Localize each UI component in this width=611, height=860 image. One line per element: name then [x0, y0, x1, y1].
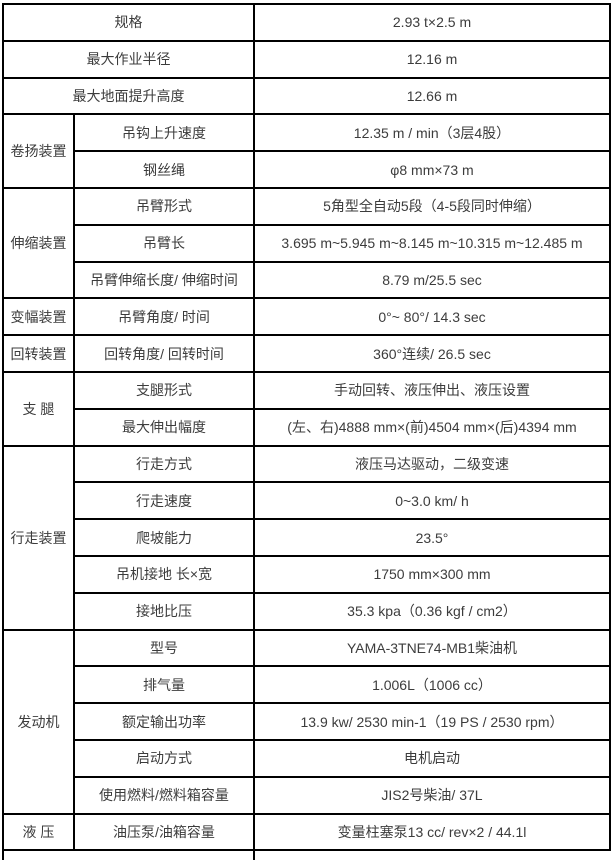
table-row: 规格 2.93 t×2.5 m: [2, 3, 611, 42]
spec-label-cell: 爬坡能力: [73, 518, 255, 557]
spec-value-cell: 23.5°: [253, 518, 611, 557]
table-row: 卷扬装置 吊钩上升速度 12.35 m / min（3层4股）: [2, 113, 611, 189]
table-row: 最大作业半径 12.16 m: [2, 39, 611, 79]
clipped-partial-cell: [253, 849, 610, 860]
spec-label-cell: 最大伸出幅度: [73, 407, 255, 447]
table-row: 行走速度 0~3.0 km/ h: [3, 481, 611, 521]
spec-label-cell: 最大地面提升高度: [2, 76, 255, 116]
spec-value-cell: 12.66 m: [253, 76, 611, 116]
spec-value-cell: 液压马达驱动，二级变速: [253, 444, 611, 484]
table-row: 支 腿支腿形式 手动回转、液压伸出、液压设置: [2, 370, 611, 447]
table-row: 钢丝绳 φ8 mm×73 m: [3, 150, 611, 189]
spec-value-cell: 2.93 t×2.5 m: [253, 3, 611, 42]
spec-category-cell: 变幅装置: [2, 297, 75, 337]
spec-label-cell: 额定输出功率: [73, 702, 255, 741]
spec-label-cell: 吊臂伸缩长度/ 伸缩时间: [73, 260, 255, 300]
table-row: 吊臂伸缩长度/ 伸缩时间 8.79 m/25.5 sec: [3, 260, 611, 300]
table-row: 发动机 型号 YAMA-3TNE74-MB1柴油机: [2, 628, 611, 815]
spec-category-cell: 液 压: [2, 812, 75, 852]
table-row: 液 压油压泵/油箱容量 变量柱塞泵13 cc/ rev×2 / 44.1l: [2, 812, 611, 852]
table-row: 吊臂长 3.695 m~5.945 m~8.145 m~10.315 m~12.4…: [3, 223, 611, 263]
table-row: 爬坡能力 23.5°: [3, 518, 611, 557]
spec-label-cell: 支腿形式: [73, 370, 255, 410]
clipped-partial-cell: [2, 849, 255, 860]
spec-value-cell: 1750 mm×300 mm: [253, 554, 611, 594]
table-row: 回转装置 回转角度/ 回转时间 360°连续/ 26.5 sec: [2, 334, 611, 373]
spec-value-cell: 12.16 m: [253, 39, 611, 79]
spec-value-cell: 1.006L（1006 cc）: [253, 665, 611, 705]
spec-value-cell: 5角型全自动5段（4-5段同时伸缩）: [253, 186, 611, 226]
spec-category-cell: 伸缩装置: [2, 186, 75, 300]
spec-table-body: 规格 2.93 t×2.5 m 最大作业半径 12.16 m 最大地面提升高度 12.66…: [2, 3, 611, 860]
spec-value-cell: 手动回转、液压伸出、液压设置: [253, 370, 611, 410]
spec-value-cell: 35.3 kpa（0.36 kgf / cm2）: [253, 591, 611, 631]
spec-value-cell: 3.695 m~5.945 m~8.145 m~10.315 m~12.485 …: [253, 223, 611, 263]
table-row: 伸缩装置 吊臂形式 5角型全自动5段（4-5段同时伸缩）: [2, 186, 611, 300]
spec-value-cell: 变量柱塞泵13 cc/ rev×2 / 44.1l: [253, 812, 611, 852]
spec-category-cell: 卷扬装置: [2, 113, 75, 189]
spec-label-cell: 使用燃料/燃料箱容量: [73, 775, 255, 815]
spec-value-cell: 13.9 kw/ 2530 min-1（19 PS / 2530 rpm）: [253, 702, 611, 741]
clipped-partial-row: [2, 849, 610, 860]
spec-label-cell: 行走方式: [73, 444, 255, 484]
table-row: 吊机接地 长×宽 1750 mm×300 mm: [3, 554, 611, 594]
spec-label-cell: 吊臂角度/ 时间: [73, 297, 255, 337]
spec-label-cell: 油压泵/油箱容量: [73, 812, 255, 852]
spec-label-cell: 钢丝绳: [73, 150, 255, 189]
spec-value-cell: 360°连续/ 26.5 sec: [253, 334, 611, 373]
spec-table-container: 规格 2.93 t×2.5 m 最大作业半径 12.16 m 最大地面提升高度 12.66…: [2, 3, 611, 860]
table-row: 接地比压 35.3 kpa（0.36 kgf / cm2）: [3, 591, 611, 631]
table-row: 使用燃料/燃料箱容量 JIS2号柴油/ 37L: [3, 775, 611, 815]
spec-value-cell: φ8 mm×73 m: [253, 150, 611, 189]
spec-label-cell: 型号: [73, 628, 255, 668]
spec-table: 规格 2.93 t×2.5 m 最大作业半径 12.16 m 最大地面提升高度 12.66…: [2, 3, 611, 860]
spec-value-cell: 8.79 m/25.5 sec: [253, 260, 611, 300]
spec-value-cell: YAMA-3TNE74-MB1柴油机: [253, 628, 611, 668]
spec-label-cell: 吊机接地 长×宽: [73, 554, 255, 594]
table-row: 最大伸出幅度 (左、右)4888 mm×(前)4504 mm×(后)4394 mm: [3, 407, 611, 447]
spec-label-cell: 吊臂长: [73, 223, 255, 263]
spec-value-cell: JIS2号柴油/ 37L: [253, 775, 611, 815]
spec-value-cell: 0~3.0 km/ h: [253, 481, 611, 521]
table-row: 排气量 1.006L（1006 cc）: [3, 665, 611, 705]
spec-value-cell: 电机启动: [253, 738, 611, 778]
spec-label-cell: 最大作业半径: [2, 39, 255, 79]
spec-label-cell: 规格: [2, 3, 255, 42]
spec-label-cell: 启动方式: [73, 738, 255, 778]
spec-category-cell: 回转装置: [2, 334, 75, 373]
spec-label-cell: 吊钩上升速度: [73, 113, 255, 153]
spec-label-cell: 行走速度: [73, 481, 255, 521]
spec-label-cell: 回转角度/ 回转时间: [73, 334, 255, 373]
spec-category-cell: 支 腿: [2, 370, 75, 447]
spec-value-cell: 12.35 m / min（3层4股）: [253, 113, 611, 153]
spec-label-cell: 吊臂形式: [73, 186, 255, 226]
spec-value-cell: (左、右)4888 mm×(前)4504 mm×(后)4394 mm: [253, 407, 611, 447]
spec-label-cell: 排气量: [73, 665, 255, 705]
table-row: 最大地面提升高度 12.66 m: [2, 76, 611, 116]
spec-category-cell: 行走装置: [2, 444, 75, 631]
spec-value-cell: 0°~ 80°/ 14.3 sec: [253, 297, 611, 337]
table-row: 启动方式 电机启动: [3, 738, 611, 778]
table-row: 变幅装置 吊臂角度/ 时间 0°~ 80°/ 14.3 sec: [2, 297, 611, 337]
table-row: 额定输出功率 13.9 kw/ 2530 min-1（19 PS / 2530 r…: [3, 702, 611, 741]
table-row: 行走装置 行走方式 液压马达驱动，二级变速: [2, 444, 611, 631]
spec-category-cell: 发动机: [2, 628, 75, 815]
spec-label-cell: 接地比压: [73, 591, 255, 631]
